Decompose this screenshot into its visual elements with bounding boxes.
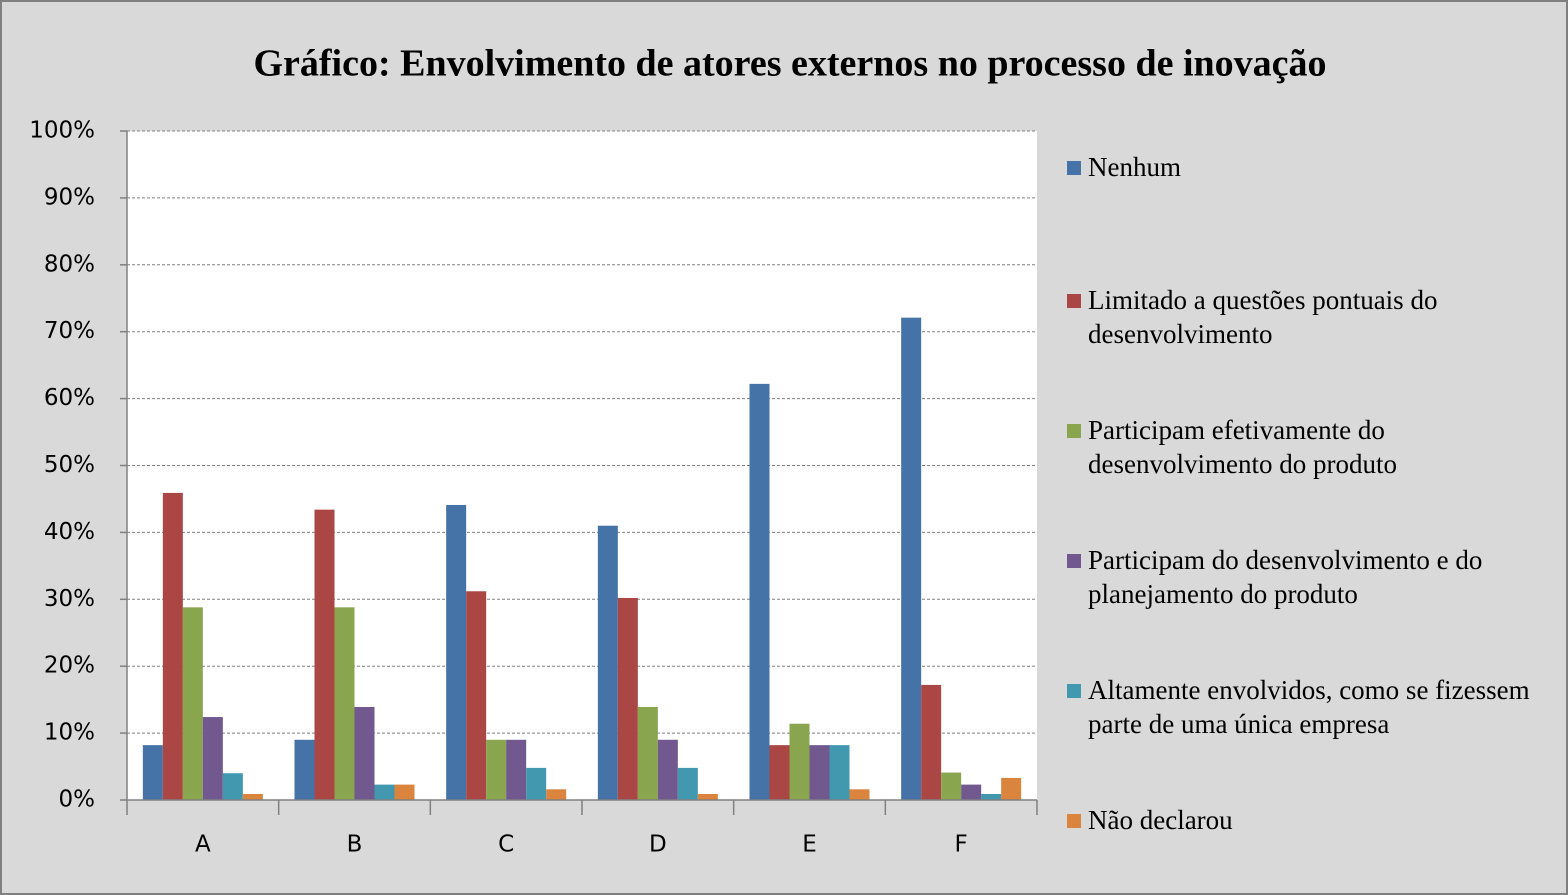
legend-entry: Limitado a questões pontuais do desenvol… [1067, 283, 1567, 351]
bar [597, 525, 618, 800]
bar [657, 739, 678, 800]
y-tick-label: 20% [44, 653, 95, 679]
bar [242, 793, 263, 800]
bar [334, 607, 355, 800]
bar [677, 767, 698, 800]
legend-swatch [1067, 424, 1081, 438]
y-tick-label: 80% [44, 251, 95, 277]
bar [486, 739, 507, 800]
bar [849, 789, 870, 800]
legend-swatch [1067, 684, 1081, 698]
bar [901, 317, 922, 800]
legend-swatch [1067, 294, 1081, 308]
bar [222, 773, 243, 800]
y-tick-label: 70% [44, 318, 95, 344]
bar [142, 745, 163, 800]
bar [921, 684, 942, 800]
bar [374, 784, 395, 800]
y-tick-label: 90% [44, 184, 95, 210]
legend-label: Participam do desenvolvimento e do plane… [1088, 545, 1483, 609]
bar [162, 492, 183, 800]
bar [769, 745, 790, 800]
legend-entry: Participam do desenvolvimento e do plane… [1067, 543, 1567, 611]
x-tick-label: C [498, 832, 514, 858]
y-tick-label: 100% [29, 118, 95, 144]
bar [314, 509, 335, 800]
bar [182, 607, 203, 800]
y-tick-label: 60% [44, 385, 95, 411]
legend-label: Participam efetivamente do desenvolvimen… [1088, 415, 1397, 479]
legend-swatch [1067, 161, 1081, 175]
y-tick-label: 10% [44, 720, 95, 746]
bar [546, 789, 567, 800]
bar [394, 784, 415, 800]
x-tick-label: F [955, 832, 968, 858]
bar [749, 383, 770, 800]
bar [526, 767, 547, 800]
bar [1001, 777, 1022, 800]
legend-label: Limitado a questões pontuais do desenvol… [1088, 285, 1438, 349]
bar [466, 591, 487, 800]
bar [829, 745, 850, 800]
bar [697, 793, 718, 800]
bar [981, 793, 1002, 800]
x-tick-label: D [649, 832, 667, 858]
bar [446, 504, 467, 800]
bar [506, 739, 527, 800]
x-tick-label: A [195, 832, 211, 858]
legend-label: Não declarou [1088, 805, 1233, 835]
y-tick-label: 0% [59, 787, 96, 813]
bar [294, 739, 315, 800]
legend-entry: Não declarou [1067, 803, 1567, 837]
legend-entry: Altamente envolvidos, como se fizessem p… [1067, 673, 1567, 741]
bar [789, 723, 810, 800]
y-tick-label: 40% [44, 519, 95, 545]
bar [809, 745, 830, 800]
x-tick-label: B [347, 832, 363, 858]
legend-swatch [1067, 814, 1081, 828]
legend-swatch [1067, 554, 1081, 568]
bar [202, 717, 223, 800]
bar [637, 707, 658, 800]
bar [354, 707, 375, 800]
y-tick-label: 30% [44, 586, 95, 612]
bar [617, 597, 638, 800]
y-tick-label: 50% [44, 452, 95, 478]
legend-entry: Nenhum [1067, 150, 1567, 184]
chart-title: Gráfico: Envolvimento de atores externos… [253, 43, 1326, 85]
legend-entry: Participam efetivamente do desenvolvimen… [1067, 413, 1567, 481]
legend-label: Altamente envolvidos, como se fizessem p… [1088, 675, 1530, 739]
legend-label: Nenhum [1088, 152, 1181, 182]
x-tick-label: E [802, 832, 817, 858]
bar [941, 772, 962, 800]
bar [961, 784, 982, 800]
